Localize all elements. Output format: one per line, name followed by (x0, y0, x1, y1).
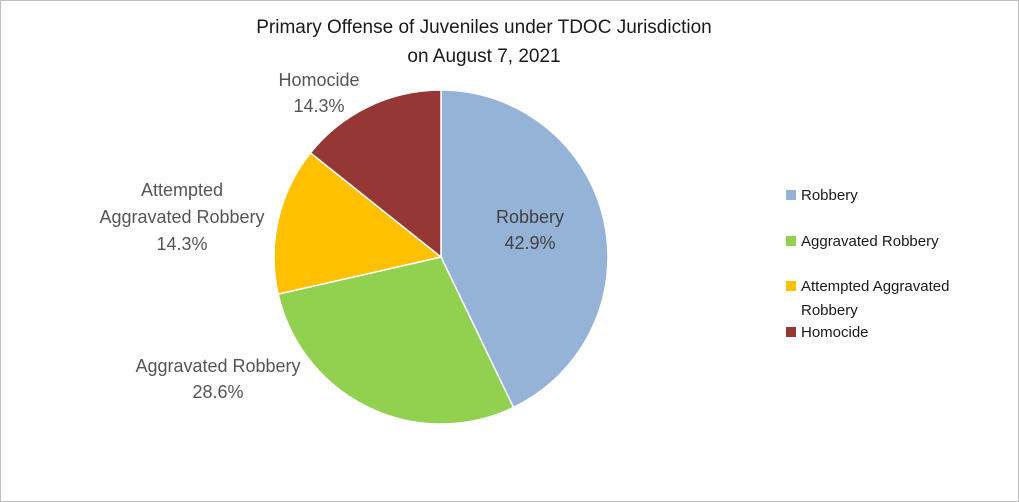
legend-label: Attempted Aggravated (801, 278, 949, 295)
pie-slice-aggravated-robbery (277, 256, 515, 425)
legend-label: Aggravated Robbery (801, 233, 939, 250)
data-labels: Robbery 42.9% Aggravated Robbery 28.6% Attem… (99, 70, 564, 402)
data-label-line: 14.3% (293, 96, 344, 116)
data-label-robbery: Robbery 42.9% (496, 207, 564, 253)
data-label-homocide: Homocide 14.3% (278, 70, 359, 116)
legend-swatch (786, 327, 796, 337)
legend-swatch (786, 190, 796, 200)
data-label-line: Robbery (496, 207, 564, 227)
data-label-line: Aggravated Robbery (99, 207, 264, 227)
legend-item: Aggravated Robbery (786, 233, 939, 250)
legend-item: Robbery (786, 187, 858, 204)
data-label-line: Attempted (141, 180, 223, 200)
pie-slice-homocide (309, 89, 442, 259)
chart-title-line: on August 7, 2021 (407, 46, 560, 67)
legend-label: Robbery (801, 187, 858, 204)
chart-title: Primary Offense of Juveniles under TDOC … (256, 17, 711, 67)
chart-title-line: Primary Offense of Juveniles under TDOC … (256, 17, 711, 38)
legend-item: Homocide (786, 324, 869, 341)
pie-slice-robbery (440, 89, 609, 409)
data-label-aggravated-robbery: Aggravated Robbery 28.6% (135, 356, 300, 402)
data-label-attempted-aggravated-robbery: Attempted Aggravated Robbery 14.3% (99, 180, 264, 254)
data-label-line: 42.9% (504, 233, 555, 253)
legend-label: Robbery (801, 302, 858, 319)
data-label-line: 14.3% (156, 234, 207, 254)
legend-label: Homocide (801, 324, 869, 341)
data-label-line: Aggravated Robbery (135, 356, 300, 376)
legend-swatch (786, 236, 796, 246)
pie-slices (273, 89, 609, 425)
pie-slice-attempted-aggravated-robbery (273, 151, 443, 296)
legend: Robbery Aggravated Robbery Attempted Aggra… (786, 187, 949, 341)
data-label-line: 28.6% (192, 382, 243, 402)
legend-swatch (786, 281, 796, 291)
data-label-line: Homocide (278, 70, 359, 90)
legend-item: Attempted Aggravated Robbery (786, 278, 949, 319)
